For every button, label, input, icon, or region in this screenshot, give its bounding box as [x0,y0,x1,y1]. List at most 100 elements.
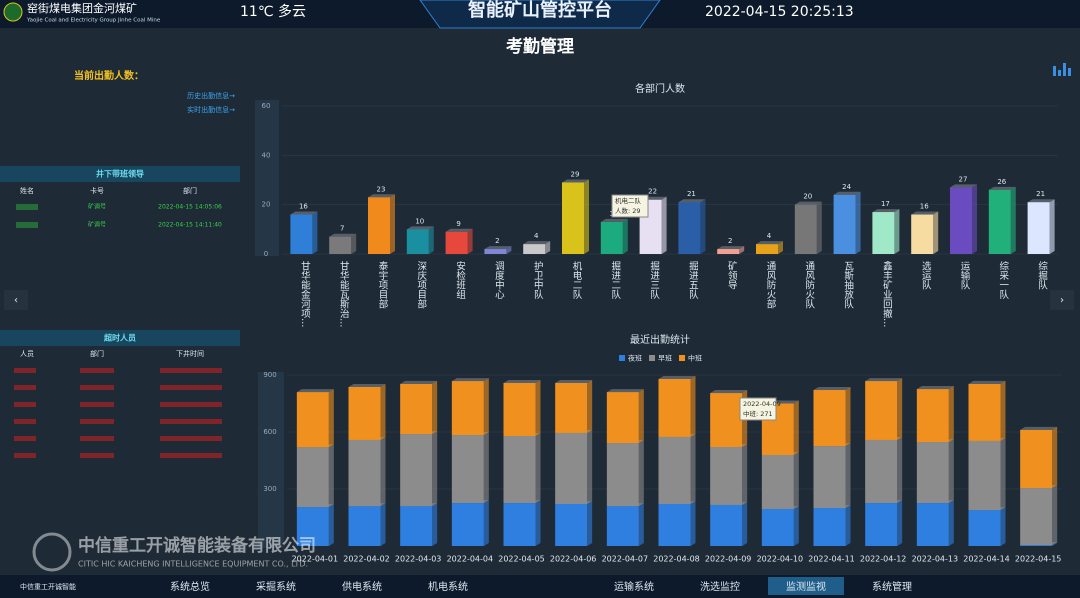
bar-side [390,194,395,254]
next-button[interactable] [1050,290,1074,310]
x-tick-label: 2022-04-12 [860,555,907,564]
datetime: 2022-04-15 20:25:13 [705,4,854,20]
bar-side [700,199,706,254]
bar-top [833,191,861,195]
bar-side [894,209,900,254]
tooltip [611,194,649,218]
bar-top [968,380,1006,384]
table-header: 人员 [20,350,34,358]
bar-top [503,379,541,383]
data-label: 21 [1036,190,1045,198]
weather: 11℃ 多云 [240,3,306,20]
bar [717,249,740,254]
bar-side [328,504,334,546]
bar-side [1052,542,1058,546]
nav-item[interactable]: 机电系统 [428,580,468,593]
bar [710,447,743,505]
bar-side [483,500,489,546]
bar [451,503,484,546]
x-tick-label: 甘华能瓦斯治… [338,260,350,327]
bar-side [690,501,696,546]
bar-top [296,389,334,393]
table-cell: 矿调号 [88,221,106,229]
nav-item[interactable]: 监测监视 [786,580,826,593]
legend-label: 早班 [658,354,672,363]
bar-side [506,246,512,254]
attendance-link[interactable]: 实时出勤信息→ [187,105,235,114]
x-tick-label: 鑫丰矿业回撤… [881,260,893,327]
chart-icon [1058,70,1061,76]
nav-item[interactable]: 采掘系统 [256,580,296,593]
blurred-cell [14,436,36,441]
bar-top [290,211,318,215]
footer-logo: 中信重工开诚智能 [20,582,76,591]
logo-subtext: Yaojie Coal and Electricity Group Jinhe … [26,18,161,24]
chart-title: 最近出勤统计 [630,333,690,346]
bar [406,229,429,254]
x-tick-label: 选运队 [920,260,932,290]
attendance-link[interactable]: 历史出勤信息→ [187,91,235,100]
bar-side [587,501,593,546]
blurred-cell [80,368,114,373]
data-label: 4 [767,232,772,240]
table-cell: 矿调号 [88,203,106,211]
bar-top [756,241,783,245]
nav-item[interactable]: 系统总览 [170,580,210,593]
bar-side [739,246,745,254]
bar-side [948,386,954,443]
bar-top [794,201,822,205]
bar [865,503,898,546]
bar [296,392,329,448]
x-tick-label: 安检班组 [454,260,466,299]
bar [484,249,507,254]
bar-side [778,241,783,254]
y-axis-band [258,372,284,548]
x-tick-label: 2022-04-15 [1015,555,1062,564]
nav-item[interactable]: 供电系统 [342,580,382,593]
nav-item[interactable]: 运输系统 [614,580,654,593]
nav-item[interactable]: 洗选监控 [700,580,740,593]
bar [833,194,856,254]
bar-side [972,184,977,254]
x-tick-label: 运输队 [959,261,971,290]
bar-side [587,429,593,505]
bar [600,221,623,254]
prev-arrow[interactable]: ‹ [14,295,18,306]
bar-side [1052,426,1058,489]
x-tick-label: 护卫中队 [532,260,544,300]
data-label: 26 [997,178,1006,186]
bar-top [329,233,357,237]
bar [968,440,1001,511]
overtime-title-bar [0,330,240,346]
bar-side [661,196,667,254]
blurred-cell [14,385,36,390]
bar [794,204,817,254]
x-tick-label: 矿领导 [726,260,738,289]
bar-side [428,226,434,254]
data-label: 29 [571,170,580,178]
bar-side [1000,507,1006,546]
bar-top [451,378,489,382]
bar [348,439,381,507]
bar-side [535,500,541,546]
bar [658,504,691,546]
watermark: 中信重工开诚智能装备有限公司 [78,535,316,556]
bar-side [622,218,628,254]
bar [523,244,546,254]
data-label: 4 [534,232,539,240]
y-axis-band [255,100,279,256]
x-tick-label: 机电二队 [571,260,583,300]
bar [503,503,536,546]
next-arrow[interactable]: › [1060,295,1064,306]
prev-button[interactable] [4,290,28,310]
bar-top [484,246,512,250]
nav-active[interactable] [768,577,844,595]
nav-item[interactable]: 系统管理 [872,580,912,593]
bar [813,446,846,508]
bar [1020,545,1053,546]
platform-title: 智能矿山管控平台 [468,0,612,21]
blurred-cell [80,402,114,407]
bar [988,189,1011,254]
watermark-logo [32,532,72,572]
bar-side [845,387,851,447]
